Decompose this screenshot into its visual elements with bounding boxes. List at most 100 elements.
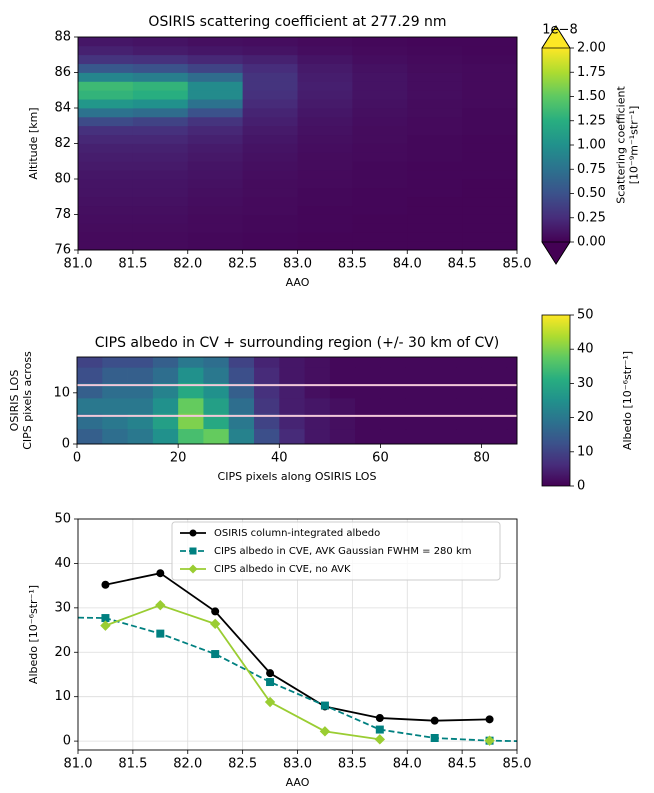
heatmap-cell: [456, 382, 482, 399]
heatmap-cell: [187, 152, 244, 162]
y-axis-label: OSIRIS LOS: [8, 370, 21, 432]
y-tick-label: 50: [54, 512, 71, 527]
heatmap-cell: [203, 382, 230, 399]
marker: [375, 725, 384, 734]
heatmap-cell: [481, 367, 508, 383]
heatmap-cell: [187, 187, 244, 198]
heatmap-cell: [102, 367, 128, 383]
heatmap-cell: [297, 90, 353, 100]
heatmap-cell: [78, 63, 134, 73]
heatmap-cell: [462, 63, 518, 73]
heatmap-cell: [329, 357, 356, 368]
heatmap-cell: [102, 428, 128, 445]
heatmap-cell: [329, 397, 356, 414]
heatmap-cell: [242, 205, 298, 215]
marker: [375, 714, 384, 723]
y-tick-label: 76: [54, 243, 71, 258]
heatmap-cell: [102, 382, 128, 399]
heatmap-cell: [132, 179, 189, 189]
heatmap-cell: [78, 241, 134, 251]
colorbar-tick-label: 0.75: [577, 162, 606, 177]
x-tick-label: 80: [473, 451, 490, 466]
heatmap-cell: [178, 367, 204, 383]
heatmap-cell: [254, 397, 280, 414]
y-tick-label: 82: [54, 136, 71, 151]
heatmap-cell: [228, 357, 255, 368]
x-tick-label: 83.0: [283, 257, 312, 272]
heatmap-cell: [242, 54, 298, 65]
x-tick-label: 82.5: [228, 757, 257, 772]
x-tick-label: 84.0: [393, 757, 422, 772]
heatmap-cell: [242, 99, 298, 109]
heatmap-cell: [132, 90, 189, 100]
x-tick-label: 82.0: [173, 257, 202, 272]
heatmap-cell: [178, 413, 204, 430]
heatmap-cell: [352, 205, 408, 215]
heatmap-cell: [187, 54, 244, 65]
heatmap-cell: [462, 54, 518, 65]
heatmap-cell: [297, 214, 353, 224]
heatmap-cell: [297, 108, 353, 118]
heatmap-cell: [242, 241, 298, 251]
heatmap-cell: [77, 367, 103, 383]
heatmap-cell: [407, 63, 463, 73]
heatmap-cell: [297, 196, 353, 207]
heatmap-cell: [279, 382, 305, 399]
x-axis-label: AAO: [286, 276, 310, 289]
colorbar-tick-label: 1.25: [577, 113, 606, 128]
heatmap-cell: [77, 382, 103, 399]
marker: [266, 669, 275, 678]
colorbar-tick-label: 50: [577, 308, 594, 323]
colorbar-tick-label: 0: [577, 479, 585, 494]
marker: [485, 715, 494, 724]
heatmap-cell: [178, 357, 204, 368]
heatmap-cell: [78, 81, 134, 91]
heatmap-cell: [242, 45, 298, 56]
heatmap-cell: [462, 90, 518, 100]
heatmap-cell: [242, 90, 298, 100]
heatmap-cell: [407, 196, 463, 207]
heatmap-cell: [187, 116, 244, 127]
axes-title: CIPS albedo in CV + surrounding region (…: [95, 335, 500, 351]
heatmap-cell: [187, 205, 244, 215]
heatmap-cell: [132, 196, 189, 207]
heatmap-cell: [187, 170, 244, 180]
heatmap-cell: [178, 397, 204, 414]
heatmap-cell: [187, 37, 244, 47]
heatmap-cell: [431, 367, 457, 383]
heatmap-cell: [297, 161, 353, 171]
heatmap-cell: [132, 81, 189, 91]
heatmap-cell: [405, 428, 432, 445]
heatmap-cell: [407, 90, 463, 100]
colorbar-tick-label: 1.00: [577, 138, 606, 153]
heatmap-cell: [297, 125, 353, 136]
heatmap-cell: [481, 428, 508, 445]
heatmap-cell: [187, 45, 244, 56]
x-tick-label: 85.0: [503, 257, 532, 272]
heatmap-cell: [407, 108, 463, 118]
heatmap-cell: [355, 397, 381, 414]
heatmap-cell: [187, 63, 244, 73]
heatmap-cell: [78, 116, 134, 127]
colorbar-tick-label: 1.75: [577, 65, 606, 80]
heatmap-cell: [78, 99, 134, 109]
y-tick-label: 40: [54, 556, 71, 571]
colorbar-tick-label: 1.50: [577, 89, 606, 104]
heatmap-cell: [352, 223, 408, 233]
x-tick-label: 83.5: [338, 757, 367, 772]
heatmap-cell: [407, 45, 463, 56]
heatmap-cell: [132, 72, 189, 82]
heatmap-cell: [187, 196, 244, 207]
heatmap-cell: [228, 428, 255, 445]
heatmap-cell: [242, 134, 298, 144]
heatmap-cell: [352, 45, 408, 56]
heatmap-cell: [355, 382, 381, 399]
heatmap-cell: [297, 152, 353, 162]
heatmap-cell: [187, 241, 244, 251]
heatmap-cell: [506, 357, 518, 368]
heatmap-cell: [152, 357, 179, 368]
colorbar-label: Scattering coefficient: [615, 86, 628, 204]
x-tick-label: 0: [73, 451, 81, 466]
marker: [484, 735, 495, 746]
